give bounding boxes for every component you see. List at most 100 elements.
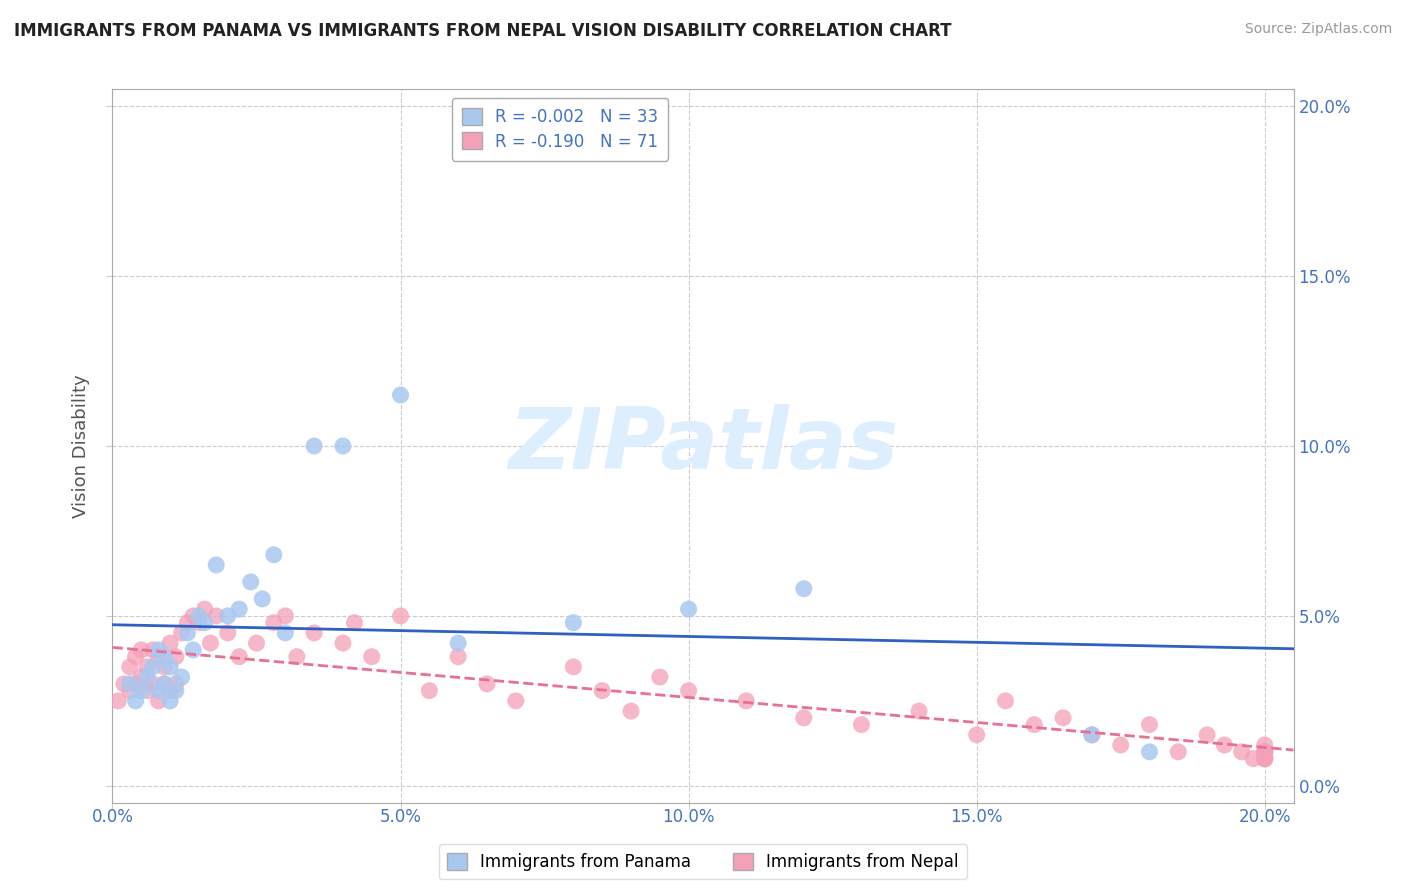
Point	[1254, 751, 1277, 765]
Point	[1241, 751, 1264, 765]
Point	[591, 683, 613, 698]
Point	[447, 649, 470, 664]
Point	[159, 636, 181, 650]
Point	[170, 626, 193, 640]
Point	[136, 660, 159, 674]
Point	[159, 694, 181, 708]
Point	[153, 660, 176, 674]
Point	[735, 694, 758, 708]
Point	[187, 608, 209, 623]
Point	[165, 683, 187, 698]
Y-axis label: Vision Disability: Vision Disability	[72, 374, 90, 518]
Point	[124, 677, 146, 691]
Point	[1230, 745, 1253, 759]
Point	[170, 670, 193, 684]
Point	[176, 626, 198, 640]
Point	[118, 677, 141, 691]
Point	[200, 636, 222, 650]
Point	[1197, 728, 1219, 742]
Point	[1052, 711, 1074, 725]
Point	[1139, 745, 1161, 759]
Point	[332, 636, 354, 650]
Point	[148, 683, 170, 698]
Point	[228, 649, 250, 664]
Point	[1254, 751, 1277, 765]
Point	[620, 704, 643, 718]
Point	[181, 643, 204, 657]
Point	[136, 683, 159, 698]
Point	[187, 615, 209, 630]
Point	[678, 683, 700, 698]
Point	[332, 439, 354, 453]
Point	[153, 677, 176, 691]
Point	[908, 704, 931, 718]
Point	[153, 677, 176, 691]
Legend: Immigrants from Panama, Immigrants from Nepal: Immigrants from Panama, Immigrants from …	[439, 845, 967, 880]
Text: IMMIGRANTS FROM PANAMA VS IMMIGRANTS FROM NEPAL VISION DISABILITY CORRELATION CH: IMMIGRANTS FROM PANAMA VS IMMIGRANTS FRO…	[14, 22, 952, 40]
Point	[1109, 738, 1132, 752]
Point	[1167, 745, 1189, 759]
Point	[129, 683, 152, 698]
Point	[228, 602, 250, 616]
Text: ZIPatlas: ZIPatlas	[508, 404, 898, 488]
Point	[194, 615, 217, 630]
Point	[217, 608, 239, 623]
Point	[112, 677, 135, 691]
Point	[1254, 751, 1277, 765]
Point	[1254, 745, 1277, 759]
Text: Source: ZipAtlas.com: Source: ZipAtlas.com	[1244, 22, 1392, 37]
Point	[302, 439, 325, 453]
Point	[239, 574, 262, 589]
Point	[194, 602, 217, 616]
Point	[129, 670, 152, 684]
Point	[1081, 728, 1104, 742]
Point	[153, 649, 176, 664]
Point	[851, 717, 873, 731]
Point	[142, 677, 165, 691]
Point	[274, 626, 297, 640]
Point	[107, 694, 129, 708]
Point	[418, 683, 440, 698]
Point	[118, 660, 141, 674]
Point	[148, 643, 170, 657]
Point	[263, 548, 285, 562]
Point	[1254, 751, 1277, 765]
Point	[118, 683, 141, 698]
Point	[165, 677, 187, 691]
Point	[1139, 717, 1161, 731]
Point	[159, 683, 181, 698]
Point	[1081, 728, 1104, 742]
Point	[360, 649, 382, 664]
Point	[648, 670, 671, 684]
Point	[142, 660, 165, 674]
Point	[124, 649, 146, 664]
Point	[205, 558, 228, 572]
Point	[142, 643, 165, 657]
Point	[148, 694, 170, 708]
Point	[389, 608, 412, 623]
Point	[252, 591, 274, 606]
Point	[475, 677, 498, 691]
Point	[1254, 745, 1277, 759]
Point	[274, 608, 297, 623]
Point	[1213, 738, 1236, 752]
Legend: R = -0.002   N = 33, R = -0.190   N = 71: R = -0.002 N = 33, R = -0.190 N = 71	[451, 97, 668, 161]
Point	[1254, 738, 1277, 752]
Point	[181, 608, 204, 623]
Point	[148, 649, 170, 664]
Point	[1024, 717, 1046, 731]
Point	[176, 615, 198, 630]
Point	[129, 643, 152, 657]
Point	[994, 694, 1017, 708]
Point	[793, 582, 815, 596]
Point	[285, 649, 308, 664]
Point	[343, 615, 366, 630]
Point	[205, 608, 228, 623]
Point	[562, 615, 585, 630]
Point	[505, 694, 527, 708]
Point	[562, 660, 585, 674]
Point	[447, 636, 470, 650]
Point	[245, 636, 267, 650]
Point	[159, 660, 181, 674]
Point	[165, 649, 187, 664]
